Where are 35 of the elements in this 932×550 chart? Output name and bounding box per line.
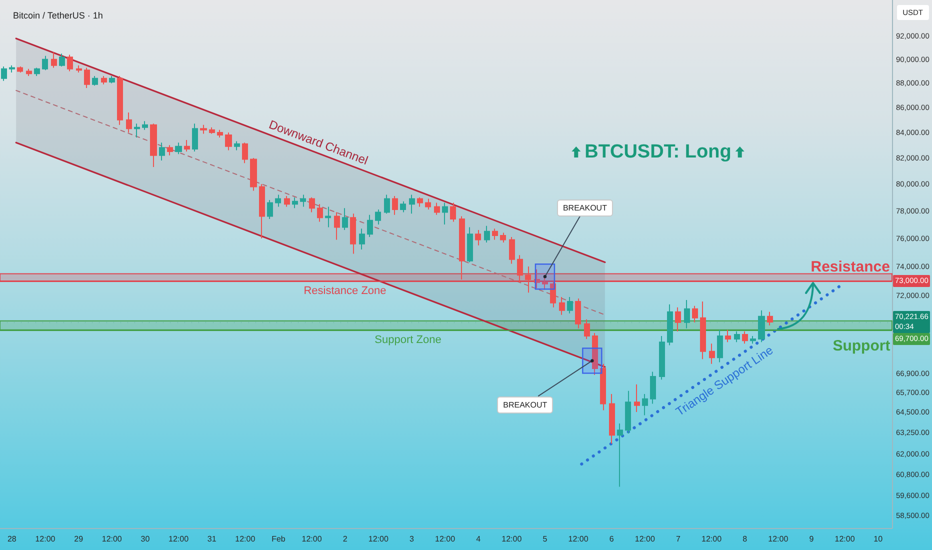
x-tick-label: 31 bbox=[207, 534, 217, 544]
x-tick-label: 5 bbox=[542, 534, 548, 544]
x-tick-label: Feb bbox=[272, 534, 286, 544]
annotation: BREAKOUT bbox=[556, 199, 613, 216]
x-tick-label: 28 bbox=[7, 534, 17, 544]
x-tick-label: 12:00 bbox=[235, 534, 256, 544]
x-tick-label: 12:00 bbox=[435, 534, 456, 544]
text: Bitcoin / TetherUS · 1h bbox=[13, 10, 103, 20]
x-tick-label: 12:00 bbox=[168, 534, 190, 544]
annotation: Support bbox=[832, 337, 890, 354]
x-tick-label: 9 bbox=[809, 534, 814, 544]
x-tick-label: 3 bbox=[409, 534, 414, 544]
x-tick-label: 29 bbox=[74, 534, 84, 544]
annotation: BTCUSDT: Long bbox=[584, 142, 732, 162]
annotation: Resistance bbox=[810, 258, 890, 276]
x-tick-label: 4 bbox=[476, 534, 482, 544]
x-tick-label: 12:00 bbox=[302, 534, 322, 544]
x-tick-label: 12:00 bbox=[102, 534, 122, 544]
x-tick-label: 8 bbox=[742, 534, 748, 544]
x-tick-label: 12:00 bbox=[702, 534, 722, 544]
x-tick-label: 2 bbox=[342, 534, 348, 544]
x-tick-label: 6 bbox=[609, 534, 614, 544]
x-tick-label: 30 bbox=[140, 534, 150, 544]
x-tick-label: 12:00 bbox=[834, 534, 856, 544]
band-label: Support Zone bbox=[374, 334, 442, 346]
x-tick-label: 12:00 bbox=[634, 534, 656, 544]
x-tick-label: 12:00 bbox=[368, 534, 389, 544]
x-tick-label: 7 bbox=[676, 534, 682, 544]
x-tick-label: 12:00 bbox=[568, 534, 589, 544]
annotation: BREAKOUT bbox=[497, 396, 554, 414]
band-label: Resistance Zone bbox=[304, 284, 386, 297]
x-tick-label: 12:00 bbox=[502, 534, 522, 544]
x-tick-label: 10 bbox=[874, 534, 884, 544]
x-tick-label: 12:00 bbox=[768, 534, 789, 544]
x-tick-label: 12:00 bbox=[35, 534, 56, 544]
